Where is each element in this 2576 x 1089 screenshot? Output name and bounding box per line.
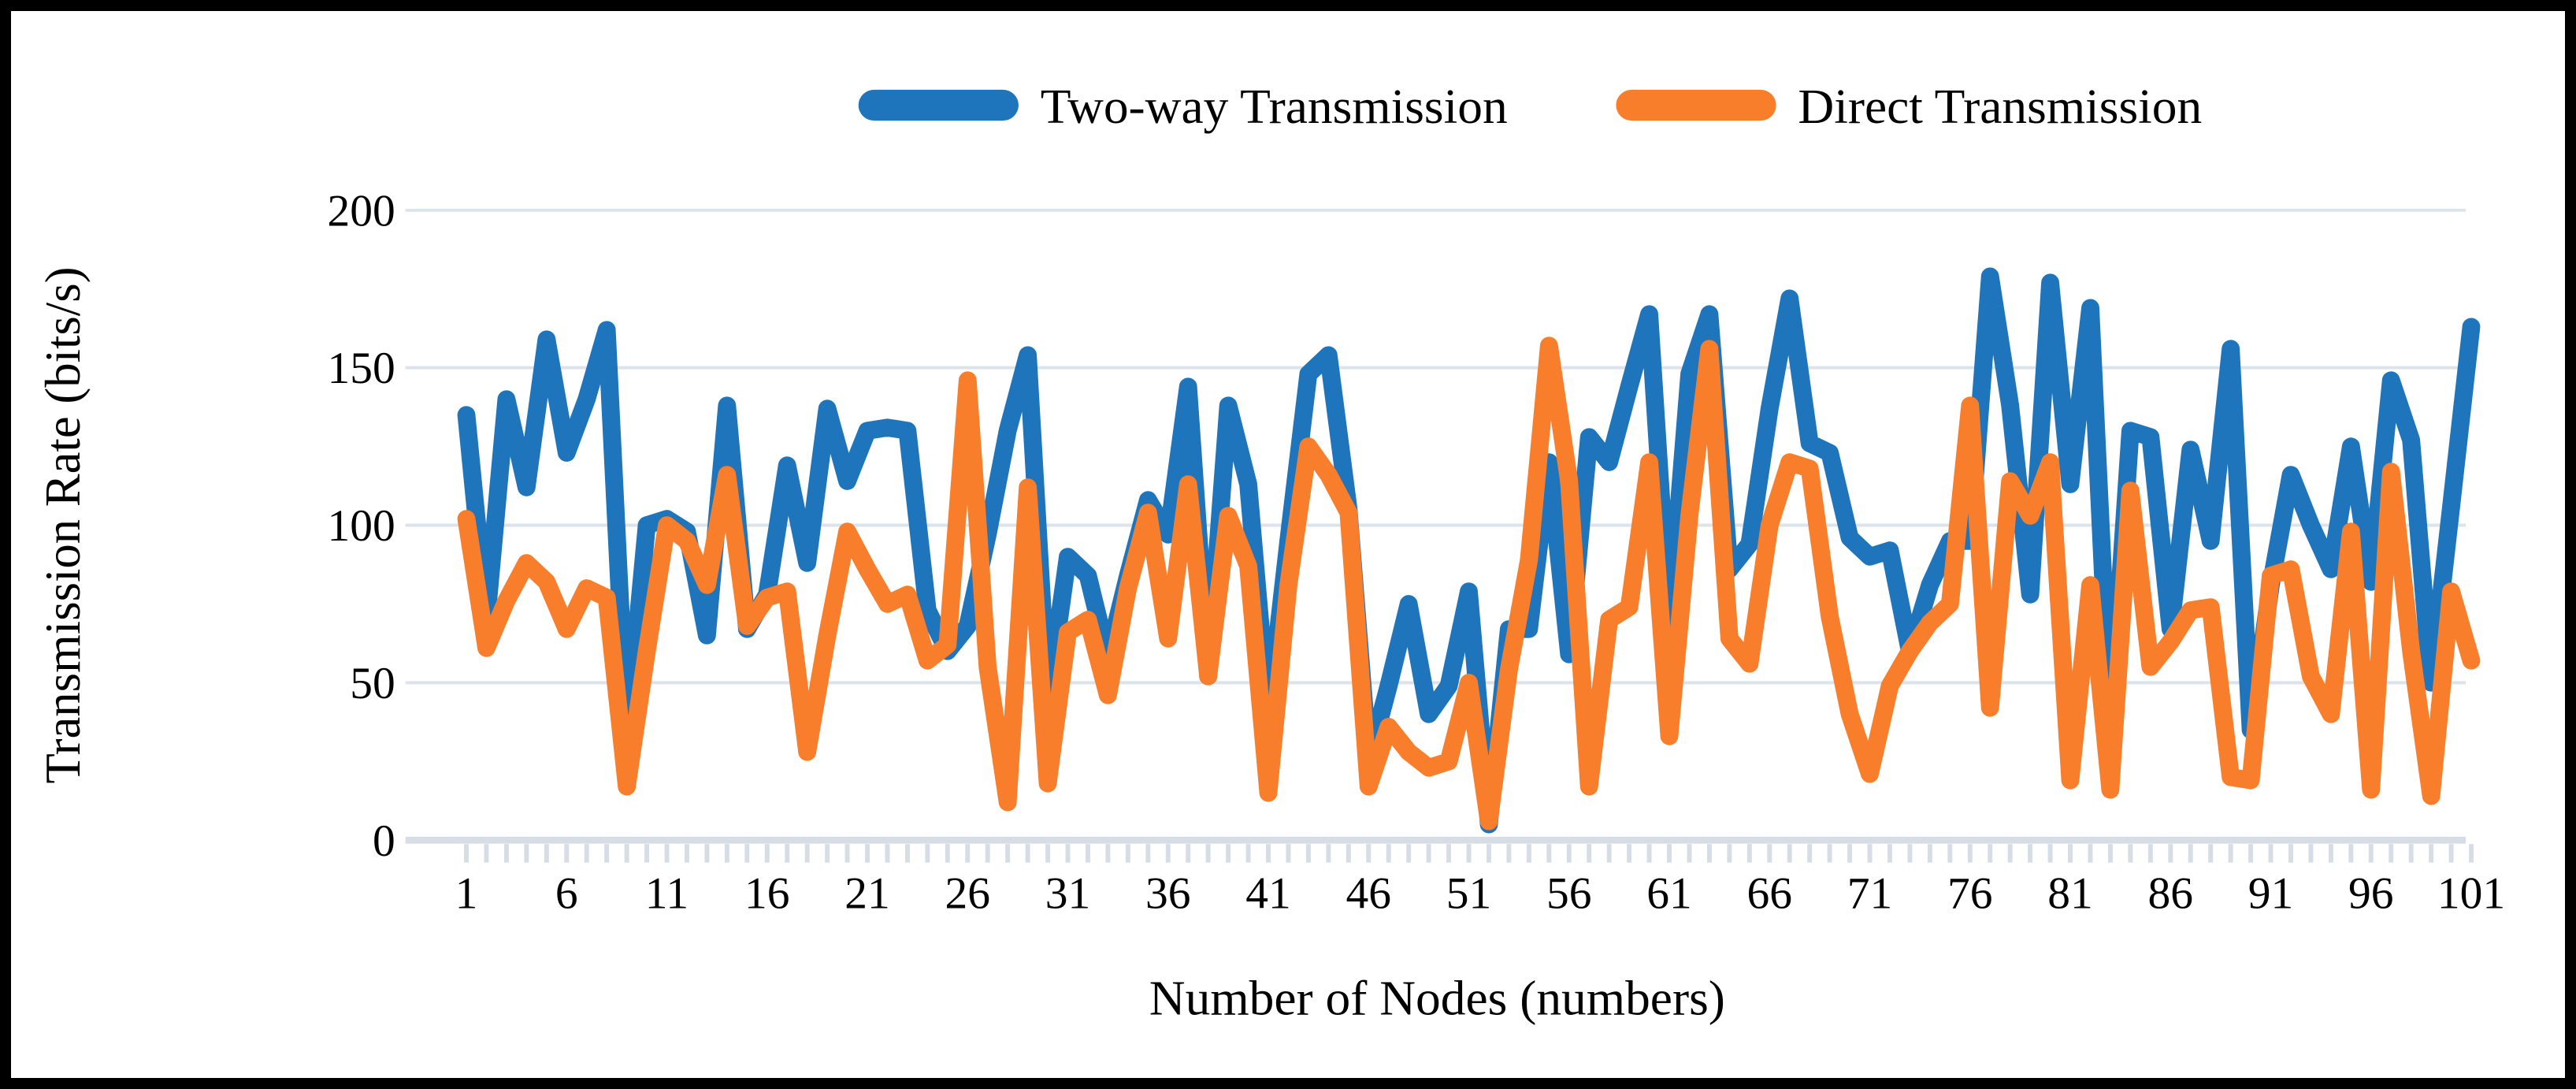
x-axis-tick-labels: 1 6 11 16 21 26 31 36 41 46 51 56 61 66 71 76 81 86 91 96 10… <box>455 869 2506 919</box>
x-tick-label: 51 <box>1446 869 1491 919</box>
x-tick-label: 6 <box>555 869 578 919</box>
x-tick-label: 1 <box>455 869 478 919</box>
y-axis-title: Transmission Rate (bits/s) <box>35 267 91 784</box>
x-tick-label: 31 <box>1045 869 1090 919</box>
series-line-direct <box>457 336 2481 831</box>
x-tick-label: 16 <box>744 869 789 919</box>
x-tick-label: 91 <box>2248 869 2293 919</box>
x-tick-label: 66 <box>1747 869 1792 919</box>
x-axis-ticks <box>464 844 2474 863</box>
y-tick-label: 0 <box>373 816 395 866</box>
x-tick-label: 21 <box>844 869 889 919</box>
x-tick-label: 41 <box>1245 869 1290 919</box>
series-line-two-way <box>457 267 2481 834</box>
gridlines <box>405 208 2467 844</box>
series-lines <box>457 267 2481 834</box>
legend-label-direct: Direct Transmission <box>1798 79 2202 134</box>
x-tick-label: 86 <box>2148 869 2193 919</box>
y-tick-label: 100 <box>328 501 395 551</box>
x-tick-label: 46 <box>1346 869 1391 919</box>
x-tick-label: 11 <box>645 869 689 919</box>
x-tick-label: 81 <box>2047 869 2092 919</box>
x-tick-label: 36 <box>1145 869 1190 919</box>
legend-label-two-way: Two-way Transmission <box>1041 79 1508 134</box>
x-tick-label: 101 <box>2437 869 2505 919</box>
x-tick-label: 71 <box>1847 869 1892 919</box>
x-tick-label: 56 <box>1546 869 1591 919</box>
y-axis-tick-labels: 0 50 100 150 200 <box>328 187 395 866</box>
x-tick-label: 96 <box>2348 869 2393 919</box>
x-tick-label: 76 <box>1947 869 1992 919</box>
legend-swatch-two-way <box>858 89 1019 121</box>
y-tick-label: 200 <box>328 187 395 236</box>
x-axis-title: Number of Nodes (numbers) <box>1149 971 1725 1026</box>
x-tick-label: 26 <box>945 869 990 919</box>
x-tick-label: 61 <box>1646 869 1691 919</box>
y-tick-label: 50 <box>350 659 395 708</box>
y-tick-label: 150 <box>328 344 395 394</box>
legend-swatch-direct <box>1616 89 1776 121</box>
legend: Two-way Transmission Direct Transmission <box>858 79 2202 134</box>
